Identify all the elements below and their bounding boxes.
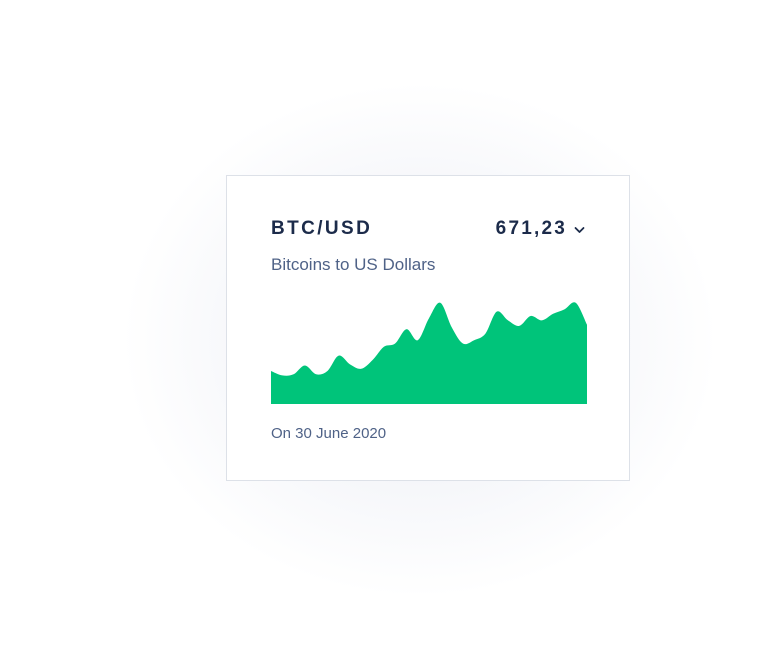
price-area-series (271, 302, 587, 404)
price-value: 671,23 (495, 218, 567, 239)
btc-usd-widget-card: BTC/USD 671,23 Bitcoins to US Dollars On… (226, 175, 630, 481)
chevron-down-icon (574, 226, 585, 233)
price-area-chart (271, 302, 587, 404)
currency-pair-title: BTC/USD (271, 218, 373, 239)
chart-date-label: On 30 June 2020 (271, 425, 387, 442)
pair-description: Bitcoins to US Dollars (271, 255, 436, 274)
price-dropdown[interactable]: 671,23 (496, 218, 585, 240)
